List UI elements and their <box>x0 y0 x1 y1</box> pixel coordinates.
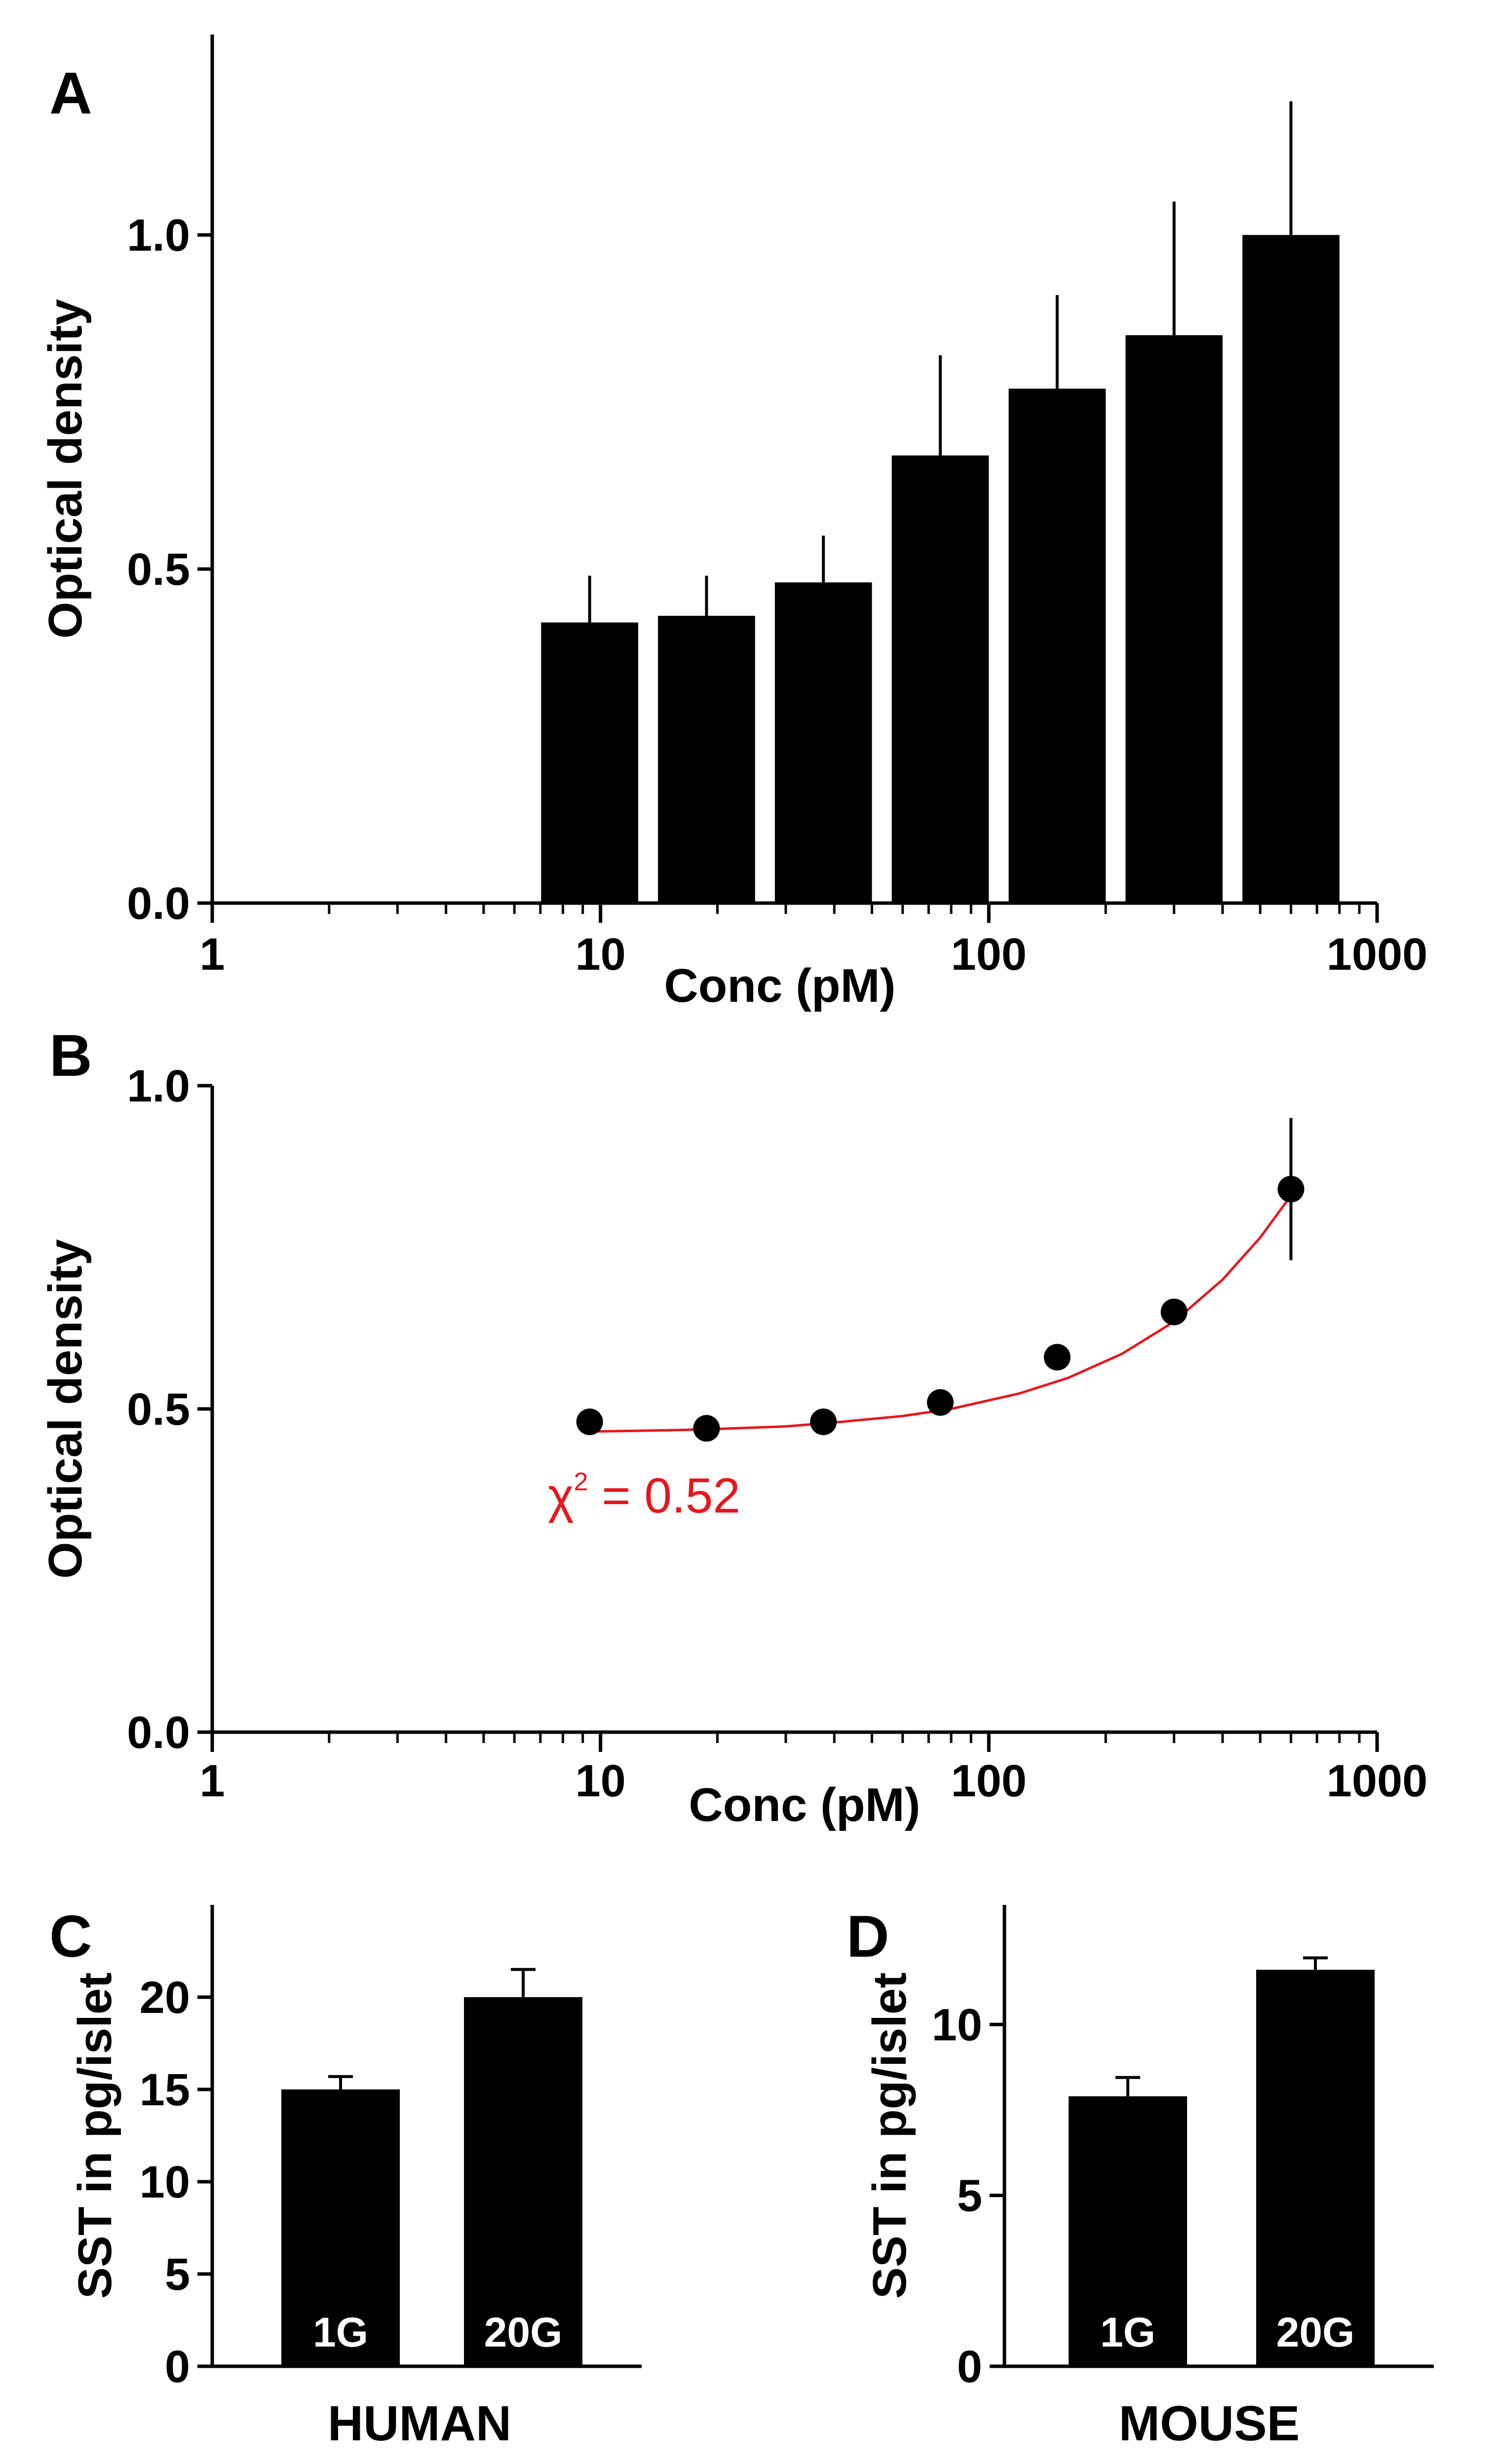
panel-a-y-tick-label: 1.0 <box>127 210 190 261</box>
panel-b-fit-label: χ2 = 0.52 <box>548 1468 740 1523</box>
panel-a-bar <box>541 622 638 903</box>
panel-d-bar <box>1256 1970 1375 2366</box>
panel-letter-a: A <box>49 60 92 126</box>
panel-b-y-tick-label: 0.0 <box>127 1707 190 1758</box>
panel-c-bar <box>464 1997 582 2366</box>
panel-d-bar-label: 1G <box>1100 2309 1155 2355</box>
panel-b: B 0.0 0.5 1.0 1 10 100 1000 Conc (pM) Optical de… <box>39 1023 1427 1831</box>
panel-c: C 0 5 10 15 20 1G 20G HUMAN SST in pg/islet <box>49 1903 642 2451</box>
panel-a-bar <box>774 582 872 903</box>
panel-b-fit-curve <box>592 1195 1292 1433</box>
panel-c-y-tick-label: 10 <box>140 2157 190 2207</box>
fit-label-symbol: χ <box>548 1468 574 1523</box>
panel-b-data-point <box>1277 1175 1305 1203</box>
panel-c-group-label: HUMAN <box>328 2396 511 2451</box>
panel-a-y-tick-label: 0.0 <box>127 878 190 929</box>
panel-a-x-axis-label: Conc (pM) <box>664 959 895 1012</box>
panel-b-x-tick-label: 1 <box>199 1756 225 1806</box>
panel-b-x-tick-label: 10 <box>575 1756 625 1806</box>
panel-a-bar <box>1008 388 1106 903</box>
panel-a-bar <box>1125 335 1223 904</box>
panel-b-data-point <box>810 1408 837 1436</box>
panel-b-data-point <box>576 1408 603 1436</box>
panel-b-data-point <box>1043 1344 1071 1371</box>
panel-a: A 0.0 0.5 1.0 1 10 100 1000 Conc (pM) Optical de… <box>39 35 1427 1012</box>
panel-d-group-label: MOUSE <box>1119 2396 1300 2451</box>
panel-letter-d: D <box>846 1903 889 1970</box>
panel-b-x-tick-label: 1000 <box>1327 1756 1428 1806</box>
panel-a-x-tick-label: 1000 <box>1327 929 1428 980</box>
panel-b-data-point <box>1160 1298 1188 1326</box>
panel-letter-c: C <box>49 1903 92 1970</box>
panel-c-y-tick-label: 0 <box>165 2342 190 2392</box>
panel-d-y-tick-label: 10 <box>932 2000 982 2050</box>
panel-d-bar-label: 20G <box>1276 2309 1355 2355</box>
panel-b-x-axis-label: Conc (pM) <box>689 1779 920 1831</box>
panel-b-y-axis-label: Optical density <box>39 1239 92 1579</box>
panel-c-y-tick-label: 15 <box>140 2065 190 2115</box>
panel-d-bar <box>1069 2096 1187 2366</box>
fit-label-value: = 0.52 <box>588 1468 740 1523</box>
panel-a-bar <box>1242 235 1340 904</box>
panel-c-bar <box>281 2089 400 2366</box>
panel-b-data-point <box>693 1415 720 1442</box>
panel-d-y-tick-label: 5 <box>957 2171 982 2221</box>
panel-c-bar-label: 20G <box>484 2309 563 2355</box>
panel-d-y-axis-label: SST in pg/islet <box>863 1972 916 2299</box>
panel-a-x-tick-label: 10 <box>575 929 625 980</box>
panel-d: D 0 5 10 1G 20G MOUSE SST in pg/islet <box>846 1903 1434 2451</box>
panel-c-y-axis-label: SST in pg/islet <box>69 1972 121 2299</box>
panel-c-bar-label: 1G <box>313 2309 368 2355</box>
panel-a-x-tick-label: 100 <box>951 929 1027 980</box>
panel-c-y-tick-label: 5 <box>165 2249 190 2300</box>
panel-letter-b: B <box>49 1023 92 1089</box>
panel-a-bar <box>658 615 755 903</box>
panel-a-y-tick-label: 0.5 <box>127 544 190 595</box>
panel-b-y-tick-label: 0.5 <box>127 1384 190 1435</box>
panel-a-x-tick-label: 1 <box>199 929 225 980</box>
panel-b-x-tick-label: 100 <box>951 1756 1027 1806</box>
fit-label-superscript: 2 <box>574 1468 588 1496</box>
panel-a-bar <box>891 455 989 903</box>
panel-b-data-point <box>927 1389 954 1416</box>
panel-d-y-tick-label: 0 <box>957 2342 982 2392</box>
panel-b-y-tick-label: 1.0 <box>127 1061 190 1111</box>
panel-a-y-axis-label: Optical density <box>39 299 92 639</box>
panel-c-y-tick-label: 20 <box>140 1972 190 2023</box>
